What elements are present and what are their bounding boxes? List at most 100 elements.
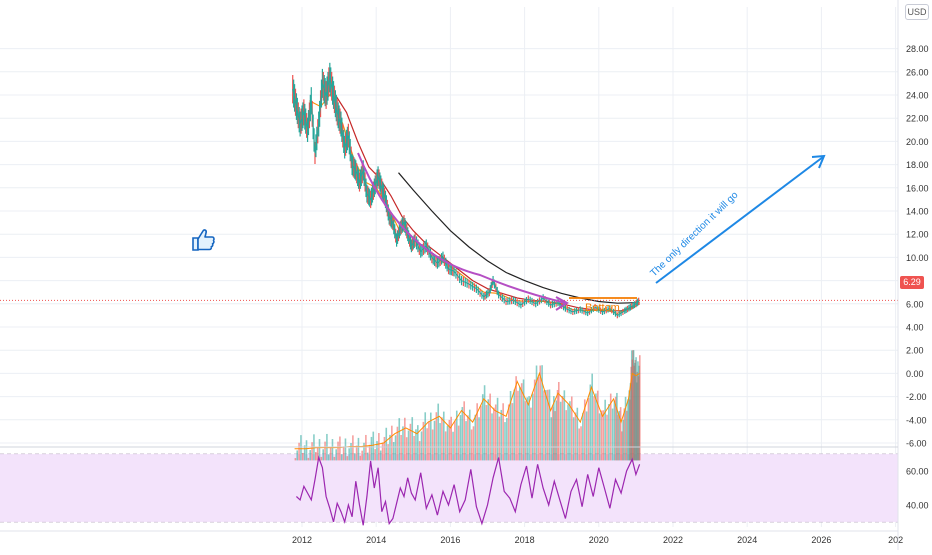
volume-bar — [507, 404, 510, 461]
price-series — [0, 62, 898, 319]
volume-bar — [613, 400, 616, 461]
volume-bar — [448, 419, 451, 461]
volume-bar — [381, 442, 384, 461]
volume-bar — [459, 415, 462, 461]
volume-bar — [335, 449, 337, 461]
volume-bar — [318, 439, 321, 461]
price-tick-label: -6.00 — [906, 439, 927, 449]
volume-bar — [454, 421, 456, 461]
volume-bar — [331, 439, 334, 461]
rsi-tick-label: 60.00 — [906, 467, 929, 477]
x-tick-label: 2016 — [440, 535, 460, 545]
volume-bar — [606, 414, 608, 461]
volume-bar — [461, 407, 464, 461]
x-tick-label: 2018 — [515, 535, 535, 545]
volume-bar — [593, 396, 595, 461]
volume-bar — [444, 431, 447, 461]
volume-bar — [535, 365, 538, 461]
price-line — [292, 77, 640, 317]
volume-bar — [452, 431, 454, 461]
volume-bar — [472, 426, 475, 461]
volume-bar — [494, 404, 497, 461]
volume-bar — [465, 421, 467, 461]
thumbs-up-icon[interactable] — [190, 227, 216, 253]
volume-bar — [624, 396, 627, 461]
x-tick-label: 2012 — [292, 535, 312, 545]
volume-bar — [567, 404, 569, 461]
volume-bar — [545, 390, 547, 461]
volume-bar — [576, 407, 579, 461]
volume-bar — [519, 387, 521, 461]
volume-bar — [616, 392, 618, 461]
volume-bar — [561, 396, 564, 461]
price-tick-label: 2.00 — [906, 346, 924, 356]
volume-bar — [498, 416, 501, 461]
volume-bar — [417, 425, 419, 461]
x-tick-label: 2020 — [589, 535, 609, 545]
volume-bar — [598, 413, 601, 461]
volume-bar — [418, 441, 421, 461]
volume-bar — [559, 401, 562, 461]
price-tick-label: 10.00 — [906, 253, 929, 263]
volume-bar — [614, 396, 617, 461]
rsi-series — [295, 455, 641, 526]
volume-bar — [302, 452, 304, 461]
price-tick-label: -4.00 — [906, 415, 927, 425]
volume-bar — [480, 405, 482, 461]
volume-bar — [387, 444, 389, 461]
volume-bar — [359, 455, 362, 461]
volume-bar — [551, 406, 554, 461]
volume-bar — [372, 431, 375, 461]
direction-arrowhead — [811, 154, 826, 169]
volume-bar — [316, 446, 319, 461]
volume-bar — [522, 379, 525, 461]
volume-bar — [374, 449, 376, 461]
volume-bar — [394, 435, 397, 461]
volume-bar — [582, 412, 584, 461]
volume-bar — [314, 452, 317, 461]
volume-bar — [572, 417, 575, 461]
volume-bar — [398, 418, 401, 461]
volume-bar — [555, 400, 558, 461]
volume-bar — [337, 441, 339, 461]
volume-bar — [361, 450, 363, 461]
volume-bar — [569, 401, 571, 461]
volume-bar — [383, 436, 386, 461]
volume-bar — [591, 373, 593, 461]
volume-bar — [415, 429, 417, 461]
volume-bar — [348, 448, 350, 461]
volume-bar — [626, 410, 628, 461]
volume-bar — [422, 421, 425, 461]
volume-bar — [442, 411, 445, 461]
volume-bar — [305, 440, 308, 461]
volume-bar — [296, 450, 299, 461]
volume-bar — [537, 376, 540, 461]
volume-bar — [340, 454, 343, 461]
price-tick-label: 18.00 — [906, 160, 929, 170]
volume-bar — [570, 396, 573, 461]
volume-bar — [524, 401, 527, 461]
volume-bar — [405, 437, 408, 461]
volume-bar — [533, 379, 536, 461]
volume-bar — [557, 381, 560, 461]
price-tick-label: 6.00 — [906, 299, 924, 309]
volume-bar — [506, 417, 508, 461]
volume-bar — [404, 417, 406, 461]
volume-bar — [433, 420, 436, 461]
x-tick-label: 2022 — [663, 535, 683, 545]
volume-bar — [515, 376, 517, 461]
volume-bar — [353, 453, 356, 461]
volume-bar — [352, 435, 354, 461]
currency-badge[interactable]: USD — [905, 4, 929, 20]
volume-bar — [589, 384, 592, 461]
volume-bar — [583, 399, 586, 461]
volume-bar — [587, 397, 590, 461]
volume-bar — [435, 412, 438, 461]
volume-bar — [439, 423, 441, 461]
volume-bar — [392, 441, 395, 461]
volume-bar — [550, 417, 553, 461]
price-tick-label: 14.00 — [906, 207, 929, 217]
volume-bar — [350, 443, 352, 461]
